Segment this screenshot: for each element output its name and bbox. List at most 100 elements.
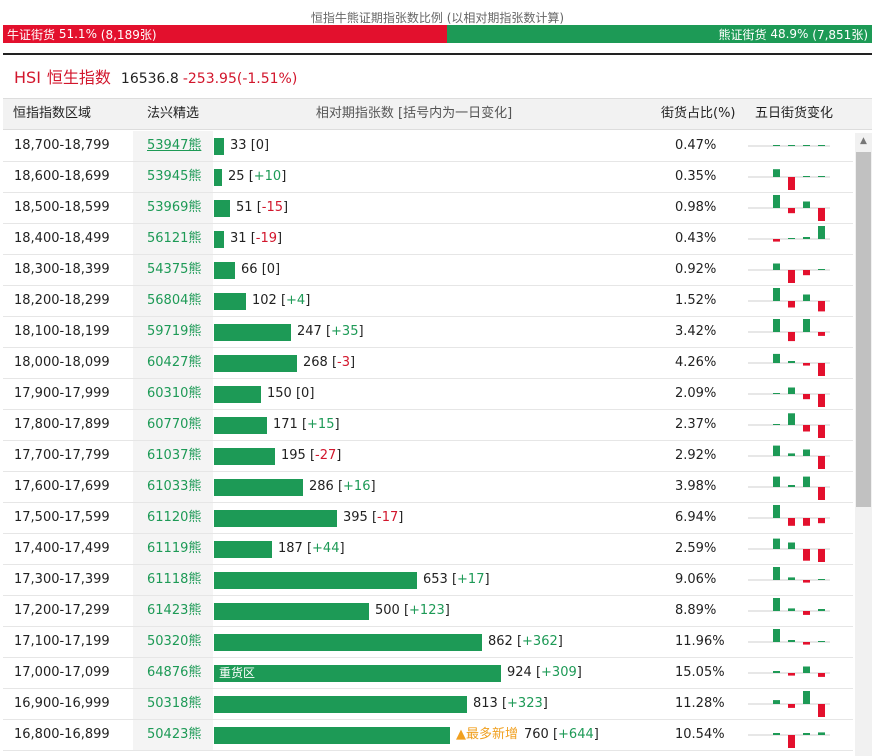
- index-range: 18,500-18,599: [14, 200, 110, 215]
- header-five-day: 五日街货变化: [755, 106, 834, 121]
- five-day-bar: [803, 449, 810, 456]
- five-day-bar: [818, 226, 825, 239]
- index-symbol[interactable]: HSI: [14, 68, 41, 87]
- qty-change: +15: [307, 417, 335, 432]
- five-day-bar: [803, 201, 810, 208]
- bracket-close: ]: [444, 603, 450, 618]
- five-day-bar: [818, 579, 825, 580]
- qty-change: 0: [266, 262, 276, 277]
- scroll-up-icon[interactable]: ▲: [860, 136, 867, 146]
- five-day-bar: [818, 641, 825, 642]
- warrant-link[interactable]: 64876熊: [133, 658, 213, 688]
- warrant-link[interactable]: 60310熊: [133, 379, 213, 409]
- warrant-link[interactable]: 54375熊: [133, 255, 213, 285]
- outstanding-ratio: 10.54%: [675, 727, 725, 742]
- warrant-link[interactable]: 60770熊: [133, 410, 213, 440]
- index-range: 18,000-18,099: [14, 355, 110, 370]
- warrant-link[interactable]: 61423熊: [133, 596, 213, 626]
- qty-cell: 268 [-3]: [214, 348, 614, 378]
- qty-value: 286: [309, 479, 338, 494]
- warrant-link[interactable]: 61037熊: [133, 441, 213, 471]
- qty-bar: [214, 262, 235, 279]
- outstanding-ratio: 4.26%: [675, 355, 717, 370]
- bear-pct: 48.9%: [770, 27, 809, 41]
- qty-bar: [214, 355, 297, 372]
- five-day-sparkbars: [748, 319, 830, 342]
- table-row: 17,900-17,999 60310熊 150 [0] 2.09%: [3, 379, 853, 410]
- bracket-close: ]: [339, 541, 345, 556]
- bracket-close: ]: [358, 324, 364, 339]
- five-day-bar: [773, 476, 780, 487]
- qty-cell: 862 [+362]: [214, 627, 614, 657]
- outstanding-ratio: 0.35%: [675, 169, 717, 184]
- warrant-link[interactable]: 53969熊: [133, 193, 213, 223]
- qty-text: 66 [0]: [241, 255, 280, 285]
- warrant-link[interactable]: 50318熊: [133, 689, 213, 719]
- warrant-link[interactable]: 56804熊: [133, 286, 213, 316]
- five-day-sparkbars: [748, 195, 830, 221]
- five-day-sparkbars: [748, 169, 830, 190]
- warrant-link[interactable]: 50423熊: [133, 720, 213, 750]
- table-row: 16,800-16,899 50423熊 ▲最多新增 760 [+644] 10.54%: [3, 720, 853, 751]
- warrant-link[interactable]: 56121熊: [133, 224, 213, 254]
- table-row: 18,300-18,399 54375熊 66 [0] 0.92%: [3, 255, 853, 286]
- index-range: 18,300-18,399: [14, 262, 110, 277]
- five-day-bar: [803, 425, 810, 432]
- warrant-link[interactable]: 50320熊: [133, 627, 213, 657]
- scrollbar-thumb[interactable]: [856, 152, 871, 507]
- qty-bar: [214, 479, 303, 496]
- bracket-open: [: [256, 200, 262, 215]
- most-new-tag: ▲最多新增: [456, 727, 518, 742]
- five-day-bar: [818, 176, 825, 177]
- five-day-bar: [803, 145, 810, 146]
- bull-count: (8,189张): [100, 27, 157, 42]
- bull-label: 牛证街货: [7, 27, 56, 42]
- warrant-link[interactable]: 61119熊: [133, 534, 213, 564]
- outstanding-ratio: 1.52%: [675, 293, 717, 308]
- qty-change: +362: [522, 634, 558, 649]
- bracket-close: ]: [277, 231, 283, 246]
- table-row: 17,200-17,299 61423熊 500 [+123] 8.89%: [3, 596, 853, 627]
- outstanding-ratio: 3.42%: [675, 324, 717, 339]
- warrant-link[interactable]: 61033熊: [133, 472, 213, 502]
- qty-value: 171: [273, 417, 302, 432]
- index-range: 16,800-16,899: [14, 727, 110, 742]
- five-day-sparkbars: [748, 353, 830, 376]
- bracket-open: [: [250, 138, 256, 153]
- five-day-bar: [818, 609, 825, 611]
- index-range: 17,300-17,399: [14, 572, 110, 587]
- five-day-sparkbars: [748, 413, 830, 438]
- header-ratio: 街货占比(%): [661, 106, 736, 121]
- warrant-link[interactable]: 53945熊: [133, 162, 213, 192]
- five-day-change: [748, 534, 830, 564]
- scrollbar[interactable]: ▲: [855, 133, 872, 756]
- warrant-link[interactable]: 59719熊: [133, 317, 213, 347]
- qty-change: +644: [558, 727, 594, 742]
- five-day-bar: [788, 453, 795, 456]
- five-day-bar: [803, 691, 810, 704]
- five-day-bar: [818, 394, 825, 407]
- five-day-bar: [788, 145, 795, 146]
- five-day-bar: [788, 238, 795, 239]
- five-day-bar: [818, 145, 825, 146]
- five-day-sparkbars: [748, 691, 830, 717]
- table-row: 16,900-16,999 50318熊 813 [+323] 11.28%: [3, 689, 853, 720]
- bracket-open: [: [325, 324, 332, 339]
- warrant-link[interactable]: 61118熊: [133, 565, 213, 595]
- table-row: 17,500-17,599 61120熊 395 [-17] 6.94%: [3, 503, 853, 534]
- index-range: 17,900-17,999: [14, 386, 110, 401]
- qty-bar: [214, 572, 417, 589]
- qty-text: 286 [+16]: [309, 472, 376, 502]
- five-day-bar: [788, 704, 795, 708]
- index-name[interactable]: 恒生指数: [46, 68, 111, 87]
- five-day-bar: [788, 177, 795, 190]
- qty-value: 268: [303, 355, 332, 370]
- bracket-close: ]: [305, 293, 311, 308]
- five-day-sparkbars: [748, 263, 830, 283]
- warrant-link[interactable]: 53947熊: [133, 131, 213, 161]
- qty-cell: 171 [+15]: [214, 410, 614, 440]
- outstanding-ratio: 8.89%: [675, 603, 717, 618]
- warrant-link[interactable]: 60427熊: [133, 348, 213, 378]
- warrant-link[interactable]: 61120熊: [133, 503, 213, 533]
- five-day-bar: [803, 642, 810, 645]
